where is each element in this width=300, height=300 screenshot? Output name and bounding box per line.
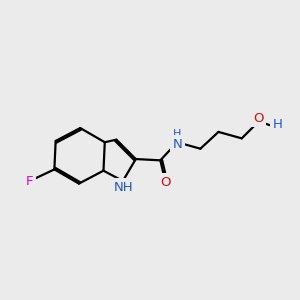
- Text: NH: NH: [114, 181, 133, 194]
- Text: N: N: [172, 138, 182, 151]
- Text: O: O: [253, 112, 264, 125]
- Text: O: O: [160, 176, 171, 189]
- Text: F: F: [26, 175, 34, 188]
- Text: H: H: [273, 118, 283, 131]
- Text: H: H: [172, 129, 181, 139]
